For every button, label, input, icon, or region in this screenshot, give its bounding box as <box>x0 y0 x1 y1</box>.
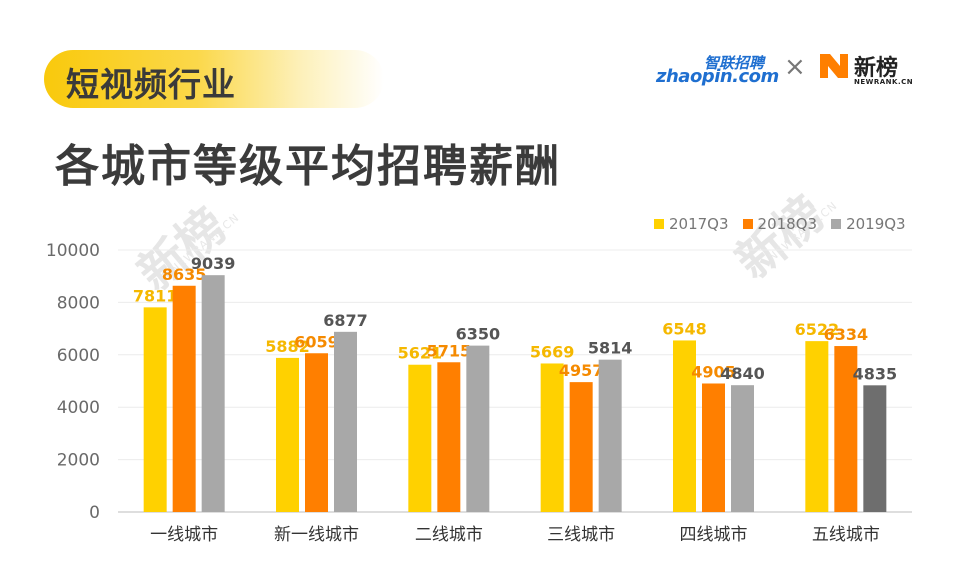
y-tick-label: 2000 <box>57 451 100 471</box>
y-tick-label: 6000 <box>57 346 100 366</box>
category-tag-background <box>44 50 384 108</box>
data-label: 6522 <box>795 320 840 339</box>
x-category-label: 五线城市 <box>812 525 880 545</box>
bar-2018Q3-0 <box>172 285 196 512</box>
bar-2019Q3-1 <box>334 331 357 512</box>
bar-2019Q3-5 <box>863 385 887 512</box>
bar-2018Q3-1 <box>305 353 328 512</box>
data-label: 5814 <box>588 339 633 358</box>
x-category-label: 四线城市 <box>680 525 748 545</box>
data-label: 6548 <box>662 319 707 338</box>
data-label: 6350 <box>456 325 501 344</box>
newrank-logo-cn: 新榜 <box>854 56 899 81</box>
legend-swatch-2017 <box>654 219 664 229</box>
bar-2018Q3-3 <box>569 382 593 512</box>
category-tag: 短视频行业 <box>66 65 236 104</box>
y-tick-label: 10000 <box>46 241 100 261</box>
y-tick-label: 0 <box>89 503 100 523</box>
y-tick-label: 8000 <box>57 293 100 313</box>
data-label: 6877 <box>323 311 368 330</box>
data-label: 9039 <box>191 254 236 273</box>
collab-separator: × <box>784 52 806 82</box>
data-label: 5882 <box>265 337 310 356</box>
data-label: 7811 <box>133 286 178 305</box>
zhaopin-logo-cn: 智联招聘 <box>703 54 764 72</box>
zhaopin-logo: 智联招聘 zhaopin.com <box>656 52 779 92</box>
newrank-logo-en: NEWRANK.CN <box>854 78 914 86</box>
data-label: 5621 <box>398 344 443 363</box>
bar-2017Q3-3 <box>540 363 564 512</box>
zhaopin-logo-en: zhaopin.com <box>656 66 779 87</box>
legend-item-2017: 2017Q3 <box>654 215 729 233</box>
chart-title: 各城市等级平均招聘薪酬 <box>55 141 561 192</box>
data-label: 4957 <box>559 361 604 380</box>
newrank-logo: 新榜 NEWRANK.CN <box>818 50 918 92</box>
legend-item-2018: 2018Q3 <box>742 215 818 233</box>
data-label: 5715 <box>427 341 472 360</box>
legend-label-2017: 2017Q3 <box>669 215 729 233</box>
data-label: 8635 <box>162 265 207 284</box>
bar-2017Q3-1 <box>276 357 299 512</box>
x-category-label: 一线城市 <box>150 525 218 545</box>
chart-legend: 2017Q3 2018Q3 2019Q3 <box>654 214 906 234</box>
legend-swatch-2018 <box>742 219 753 229</box>
bar-2019Q3-4 <box>731 385 754 512</box>
x-category-label: 三线城市 <box>547 525 615 545</box>
data-label: 6334 <box>824 325 869 344</box>
bar-2018Q3-5 <box>834 346 858 512</box>
data-label: 6059 <box>294 332 339 351</box>
bar-2017Q3-0 <box>143 307 167 512</box>
legend-label-2018: 2018Q3 <box>757 215 818 233</box>
x-category-label: 二线城市 <box>415 525 483 545</box>
bar-2018Q3-4 <box>702 383 725 512</box>
legend-item-2019: 2019Q3 <box>831 215 906 233</box>
legend-swatch-2019 <box>831 219 842 229</box>
bar-2017Q3-4 <box>673 340 696 512</box>
legend-label-2019: 2019Q3 <box>846 215 906 233</box>
data-label: 5669 <box>530 342 575 361</box>
data-label: 4840 <box>720 364 765 383</box>
bar-2019Q3-3 <box>598 359 622 512</box>
x-category-label: 新一线城市 <box>274 525 359 545</box>
bar-2018Q3-2 <box>437 362 461 512</box>
bar-2017Q3-2 <box>408 364 432 512</box>
newrank-logo-icon <box>820 54 848 78</box>
data-label: 4905 <box>691 362 736 381</box>
y-tick-label: 4000 <box>57 398 100 418</box>
bar-2019Q3-2 <box>466 345 490 512</box>
bar-2017Q3-5 <box>805 341 829 512</box>
bar-2019Q3-0 <box>201 275 225 512</box>
data-label: 4835 <box>853 364 898 383</box>
